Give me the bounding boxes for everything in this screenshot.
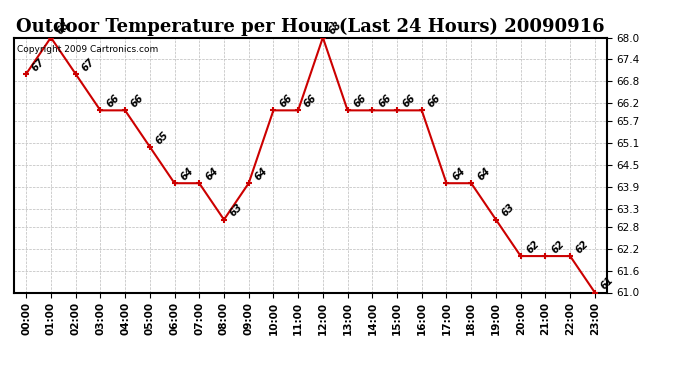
- Text: 62: 62: [549, 238, 566, 255]
- Text: 64: 64: [204, 166, 220, 182]
- Text: 64: 64: [179, 166, 195, 182]
- Text: 61: 61: [599, 275, 615, 292]
- Text: 64: 64: [475, 166, 492, 182]
- Text: 64: 64: [451, 166, 467, 182]
- Text: 66: 66: [129, 93, 146, 110]
- Text: 67: 67: [30, 57, 47, 73]
- Text: 64: 64: [253, 166, 270, 182]
- Text: 66: 66: [426, 93, 442, 110]
- Text: 68: 68: [327, 20, 344, 37]
- Text: 66: 66: [377, 93, 393, 110]
- Text: 63: 63: [228, 202, 245, 219]
- Text: 66: 66: [104, 93, 121, 110]
- Text: 67: 67: [80, 57, 97, 73]
- Title: Outdoor Temperature per Hour (Last 24 Hours) 20090916: Outdoor Temperature per Hour (Last 24 Ho…: [16, 18, 605, 36]
- Text: 66: 66: [277, 93, 294, 110]
- Text: 66: 66: [352, 93, 368, 110]
- Text: 62: 62: [525, 238, 542, 255]
- Text: 66: 66: [401, 93, 418, 110]
- Text: 66: 66: [302, 93, 319, 110]
- Text: 62: 62: [574, 238, 591, 255]
- Text: 65: 65: [154, 129, 170, 146]
- Text: 68: 68: [55, 20, 72, 37]
- Text: 63: 63: [500, 202, 517, 219]
- Text: Copyright 2009 Cartronics.com: Copyright 2009 Cartronics.com: [17, 45, 158, 54]
